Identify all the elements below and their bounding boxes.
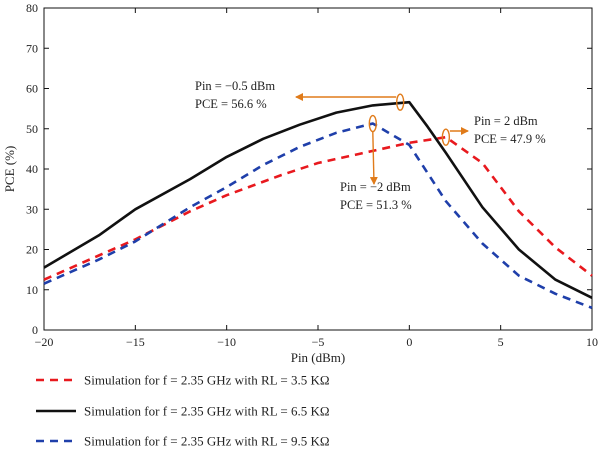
- legend-label: Simulation for f = 2.35 GHz with RL = 6.…: [84, 404, 330, 419]
- annotation-arrow: [369, 131, 378, 185]
- y-axis-label: PCE (%): [2, 146, 17, 193]
- series-lines: [43, 100, 593, 310]
- plot-frame: [43, 7, 593, 331]
- annotation-text: Pin = 2 dBm: [474, 114, 538, 128]
- annotation-text: Pin = −2 dBm: [340, 180, 411, 194]
- y-tick-label: 20: [26, 243, 38, 257]
- y-tick-label: 80: [26, 1, 38, 15]
- series-line-2: [43, 122, 593, 310]
- x-axis-label: Pin (dBm): [291, 350, 346, 365]
- x-tick-label: −15: [126, 335, 145, 349]
- x-tick-label: 5: [498, 335, 504, 349]
- y-tick-label: 60: [26, 82, 38, 96]
- y-tick-label: 10: [26, 283, 38, 297]
- axes: −20 −15 −10 −5 0 5 10 0 10 20 30 40 50 60 70 80 Pin (dBm…: [2, 1, 598, 365]
- x-tick-label: −10: [217, 335, 236, 349]
- y-tick-label: 30: [26, 202, 38, 216]
- annotation-text: PCE = 51.3 %: [340, 198, 412, 212]
- x-tick-label: 10: [586, 335, 598, 349]
- annotation-text: PCE = 47.9 %: [474, 132, 546, 146]
- x-tick-label: −20: [35, 335, 54, 349]
- x-tick-label: 0: [406, 335, 412, 349]
- y-tick-label: 0: [32, 323, 38, 337]
- legend: Simulation for f = 2.35 GHz with RL = 3.…: [36, 373, 330, 449]
- legend-label: Simulation for f = 2.35 GHz with RL = 9.…: [84, 434, 330, 449]
- annotation-text: PCE = 56.6 %: [195, 97, 267, 111]
- annotation-marker: [441, 128, 451, 146]
- y-tick-label: 40: [26, 162, 38, 176]
- legend-label: Simulation for f = 2.35 GHz with RL = 3.…: [84, 373, 330, 388]
- series-line-1: [43, 100, 593, 299]
- x-tick-label: −5: [312, 335, 325, 349]
- annotation-text: Pin = −0.5 dBm: [195, 79, 275, 93]
- y-tick-label: 50: [26, 122, 38, 136]
- y-tick-label: 70: [26, 41, 38, 55]
- annotation-marker: [396, 93, 405, 111]
- series-line-0: [43, 135, 593, 281]
- annotations: Pin = −0.5 dBm PCE = 56.6 % Pin = 2 dBm PCE…: [195, 79, 546, 212]
